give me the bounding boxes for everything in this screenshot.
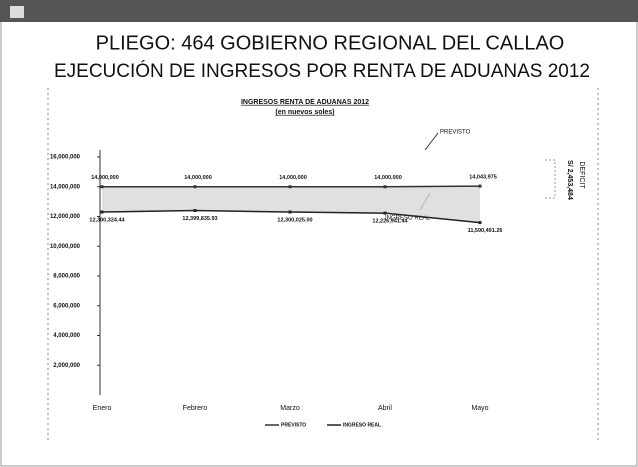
slide-subtitle: EJECUCIÓN DE INGRESOS POR RENTA DE ADUAN… [54,60,590,82]
annotation: PREVISTO [440,130,471,136]
logo [10,6,24,18]
y-tick-label: 16,000,000 [50,155,81,161]
deficit-band [102,186,480,223]
data-label: 14,000,000 [91,175,119,181]
point [100,210,104,214]
y-tick-label: 6,000,000 [53,303,80,309]
data-label: 12,399,835.93 [182,216,217,222]
legend-label: INGRESO REAL [343,422,381,428]
data-label: 14,000,000 [184,175,212,181]
x-tick-label: Mayo [471,405,488,412]
annotation: DEFICIT [578,161,585,189]
point [478,221,482,225]
y-tick-label: 14,000,000 [50,184,81,190]
annotation: INGRESO REAL [385,216,431,222]
x-tick-label: Enero [93,405,112,412]
point [193,209,197,213]
legend-label: PREVISTO [281,422,306,428]
data-label: 12,226,941.44 [372,219,408,225]
point [478,184,482,188]
chart-title: INGRESOS RENTA DE ADUANAS 2012 [241,99,369,106]
y-tick-label: 12,000,000 [50,214,81,220]
y-tick-label: 2,000,000 [53,363,80,369]
data-label: 11,590,491.26 [468,228,503,234]
y-tick-label: 4,000,000 [53,333,80,339]
y-tick-label: 8,000,000 [53,274,80,280]
y-tick-label: 10,000,000 [50,244,81,250]
point [100,185,104,189]
data-label: 14,000,000 [279,175,307,181]
data-label: 12,300,025.00 [277,217,312,223]
annotation-arrow [424,132,439,151]
point [193,185,197,189]
slide-title: PLIEGO: 464 GOBIERNO REGIONAL DEL CALLAO [96,32,565,54]
data-label: 12,300,324.44 [89,217,125,223]
point [383,211,387,215]
point [383,185,387,189]
header-band [0,0,638,22]
chart-subtitle: (en nuevos soles) [275,109,334,116]
data-label: 14,043,975 [469,175,497,181]
x-tick-label: Abril [378,405,392,412]
x-tick-label: Febrero [183,405,208,412]
point [288,185,292,189]
data-label: 14,000,000 [374,175,402,181]
deficit-bracket [545,159,556,199]
point [288,210,292,214]
annotation: S/ 2,453,484 [566,160,573,200]
x-tick-label: Marzo [280,405,300,412]
